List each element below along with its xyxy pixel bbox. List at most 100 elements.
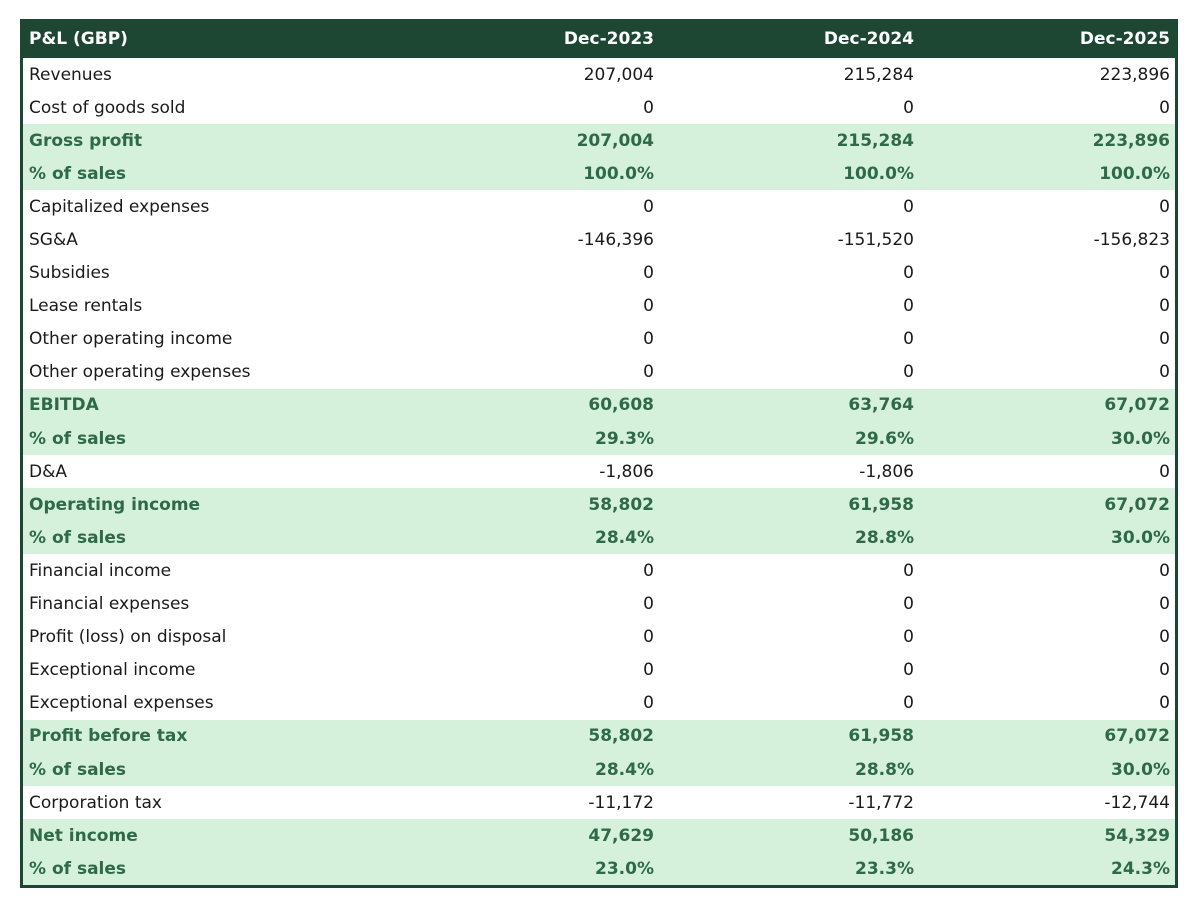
cell-value: 67,072: [1104, 726, 1170, 747]
cell-value: 100.0%: [843, 163, 914, 184]
table-row: Other operating expenses 0 0 0: [23, 356, 1175, 389]
table-row: Financial expenses 0 0 0: [23, 588, 1175, 621]
row-label: Other operating expenses: [29, 362, 251, 383]
pnl-table: P&L (GBP) Dec-2023 Dec-2024 Dec-2025 Rev…: [20, 19, 1178, 889]
table-row: SG&A -146,396 -151,520 -156,823: [23, 223, 1175, 256]
cell-value: 100.0%: [583, 163, 654, 184]
table-row: % of sales 28.4% 28.8% 30.0%: [23, 752, 1175, 787]
cell-value: -11,772: [848, 792, 914, 813]
row-label: % of sales: [29, 428, 127, 449]
cell-value: 0: [903, 560, 914, 581]
cell-value: 28.4%: [595, 759, 654, 780]
cell-value: 0: [643, 362, 654, 383]
cell-value: 215,284: [836, 130, 914, 151]
table-row: Lease rentals 0 0 0: [23, 290, 1175, 323]
table-row: % of sales 29.3% 29.6% 30.0%: [23, 422, 1175, 456]
cell-value: 0: [903, 296, 914, 317]
cell-value: 23.0%: [595, 858, 654, 879]
table-row: Subsidies 0 0 0: [23, 257, 1175, 290]
row-label: Gross profit: [29, 130, 143, 151]
table-header: P&L (GBP) Dec-2023 Dec-2024 Dec-2025: [23, 19, 1175, 58]
row-label: Profit before tax: [29, 726, 188, 747]
cell-value: 54,329: [1104, 825, 1170, 846]
cell-value: 0: [1159, 329, 1170, 350]
cell-value: -11,172: [588, 792, 654, 813]
table-row: Corporation tax -11,172 -11,772 -12,744: [23, 786, 1175, 819]
cell-value: 30.0%: [1111, 759, 1170, 780]
row-label: D&A: [29, 461, 67, 482]
cell-value: -146,396: [577, 230, 654, 251]
cell-value: 0: [903, 362, 914, 383]
cell-value: 28.8%: [855, 527, 914, 548]
table-row: Gross profit 207,004 215,284 223,896: [23, 124, 1175, 158]
cell-value: 0: [643, 196, 654, 217]
row-label: Cost of goods sold: [29, 97, 186, 118]
table-row: Profit before tax 58,802 61,958 67,072: [23, 719, 1175, 753]
row-label: Financial expenses: [29, 594, 190, 615]
table-row: % of sales 28.4% 28.8% 30.0%: [23, 521, 1175, 555]
cell-value: 223,896: [1099, 64, 1170, 85]
cell-value: 63,764: [848, 395, 914, 416]
cell-value: 61,958: [848, 726, 914, 747]
row-label: Profit (loss) on disposal: [29, 627, 227, 648]
column-header: Dec-2024: [823, 28, 914, 49]
cell-value: 0: [643, 329, 654, 350]
header-title: P&L (GBP): [29, 28, 128, 49]
table-row: Exceptional expenses 0 0 0: [23, 687, 1175, 720]
cell-value: 0: [903, 594, 914, 615]
cell-value: 0: [903, 627, 914, 648]
row-label: Operating income: [29, 494, 201, 515]
cell-value: 0: [1159, 560, 1170, 581]
row-label: SG&A: [29, 230, 78, 251]
cell-value: 28.4%: [595, 527, 654, 548]
row-label: Revenues: [29, 64, 112, 85]
table-row: Other operating income 0 0 0: [23, 323, 1175, 356]
table-row: Exceptional income 0 0 0: [23, 654, 1175, 687]
cell-value: 58,802: [588, 726, 654, 747]
cell-value: 50,186: [848, 825, 914, 846]
table-row: EBITDA 60,608 63,764 67,072: [23, 388, 1175, 423]
cell-value: 0: [1159, 296, 1170, 317]
cell-value: 215,284: [843, 64, 914, 85]
cell-value: 23.3%: [855, 858, 914, 879]
table-row: Capitalized expenses 0 0 0: [23, 190, 1175, 223]
cell-value: 0: [903, 97, 914, 118]
cell-value: 0: [1159, 97, 1170, 118]
cell-value: 28.8%: [855, 759, 914, 780]
cell-value: -12,744: [1104, 792, 1170, 813]
cell-value: 0: [1159, 196, 1170, 217]
cell-value: 29.6%: [855, 428, 914, 449]
table-row: Cost of goods sold 0 0 0: [23, 91, 1175, 124]
row-label: Exceptional expenses: [29, 693, 214, 714]
cell-value: 0: [643, 627, 654, 648]
cell-value: 0: [1159, 362, 1170, 383]
cell-value: 0: [903, 660, 914, 681]
row-label: Corporation tax: [29, 792, 162, 813]
cell-value: 0: [1159, 660, 1170, 681]
cell-value: 0: [903, 263, 914, 284]
cell-value: 0: [1159, 461, 1170, 482]
row-label: Capitalized expenses: [29, 196, 210, 217]
cell-value: 0: [1159, 594, 1170, 615]
cell-value: 0: [1159, 693, 1170, 714]
cell-value: -1,806: [599, 461, 654, 482]
cell-value: 0: [643, 560, 654, 581]
cell-value: -151,520: [837, 230, 914, 251]
row-label: % of sales: [29, 527, 127, 548]
row-label: % of sales: [29, 163, 127, 184]
cell-value: -1,806: [859, 461, 914, 482]
cell-value: 100.0%: [1099, 163, 1170, 184]
cell-value: 0: [903, 693, 914, 714]
cell-value: 0: [643, 693, 654, 714]
cell-value: 207,004: [576, 130, 654, 151]
cell-value: 207,004: [583, 64, 654, 85]
cell-value: 47,629: [588, 825, 654, 846]
cell-value: 67,072: [1104, 494, 1170, 515]
cell-value: 30.0%: [1111, 428, 1170, 449]
table-row: Profit (loss) on disposal 0 0 0: [23, 621, 1175, 654]
table-row: Financial income 0 0 0: [23, 554, 1175, 587]
cell-value: 60,608: [588, 395, 654, 416]
cell-value: 0: [903, 329, 914, 350]
cell-value: 61,958: [848, 494, 914, 515]
cell-value: 223,896: [1092, 130, 1170, 151]
